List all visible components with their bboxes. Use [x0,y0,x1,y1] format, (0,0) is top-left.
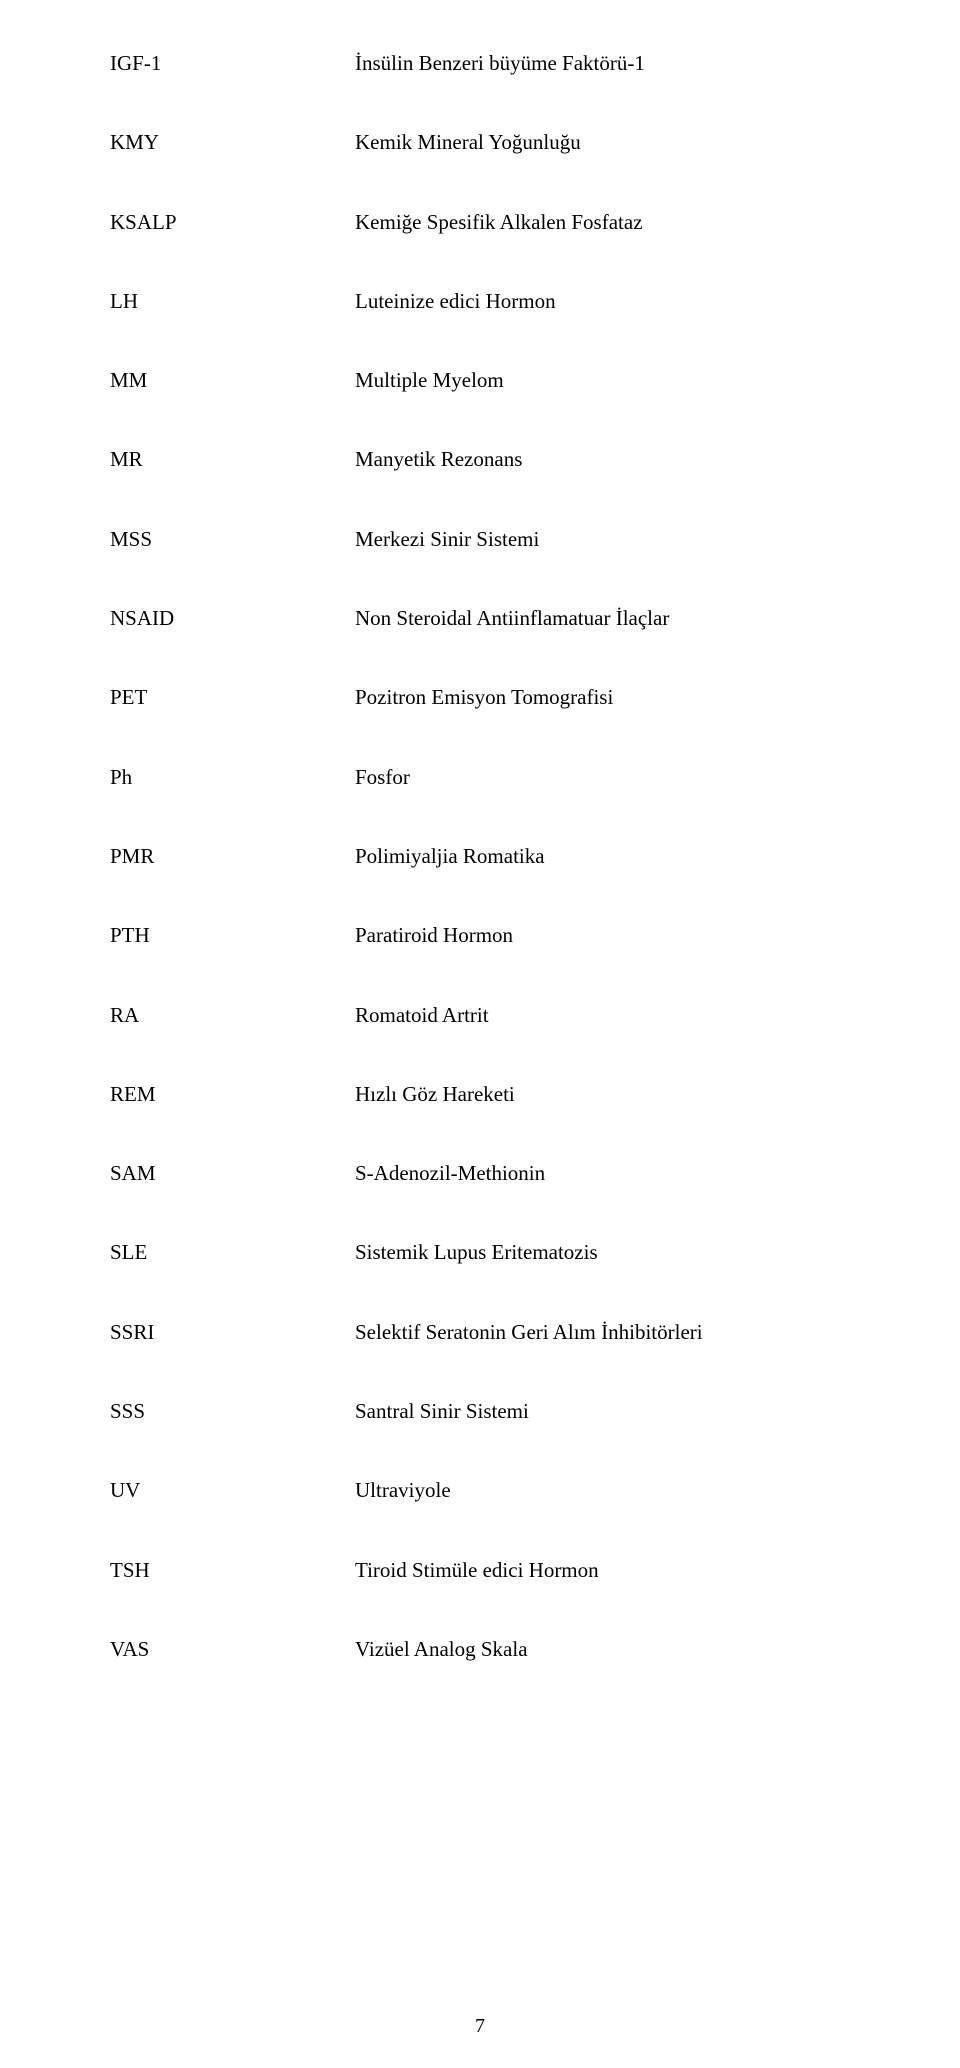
abbr-term: LH [110,288,355,315]
abbr-definition: Selektif Seratonin Geri Alım İnhibitörle… [355,1319,850,1346]
abbr-row: VAS Vizüel Analog Skala [110,1636,850,1663]
document-page: IGF-1 İnsülin Benzeri büyüme Faktörü-1 K… [0,0,960,2068]
abbr-definition: Kemiğe Spesifik Alkalen Fosfataz [355,209,850,236]
abbr-term: PMR [110,843,355,870]
abbr-term: SSS [110,1398,355,1425]
abbr-row: SSRI Selektif Seratonin Geri Alım İnhibi… [110,1319,850,1346]
abbr-row: NSAID Non Steroidal Antiinflamatuar İlaç… [110,605,850,632]
abbr-term: PTH [110,922,355,949]
abbr-definition: Santral Sinir Sistemi [355,1398,850,1425]
abbr-definition: Ultraviyole [355,1477,850,1504]
abbr-row: RA Romatoid Artrit [110,1002,850,1029]
abbr-row: TSH Tiroid Stimüle edici Hormon [110,1557,850,1584]
abbr-definition: S-Adenozil-Methionin [355,1160,850,1187]
abbr-term: RA [110,1002,355,1029]
abbr-row: PMR Polimiyaljia Romatika [110,843,850,870]
abbr-term: UV [110,1477,355,1504]
abbr-definition: Fosfor [355,764,850,791]
page-number: 7 [0,2015,960,2038]
abbr-row: UV Ultraviyole [110,1477,850,1504]
abbr-definition: Romatoid Artrit [355,1002,850,1029]
abbr-term: SLE [110,1239,355,1266]
abbr-definition: Non Steroidal Antiinflamatuar İlaçlar [355,605,850,632]
abbr-row: REM Hızlı Göz Hareketi [110,1081,850,1108]
abbr-term: PET [110,684,355,711]
abbr-row: KMY Kemik Mineral Yoğunluğu [110,129,850,156]
abbr-definition: Manyetik Rezonans [355,446,850,473]
abbr-definition: Pozitron Emisyon Tomografisi [355,684,850,711]
abbr-definition: Tiroid Stimüle edici Hormon [355,1557,850,1584]
abbr-term: KMY [110,129,355,156]
abbr-term: REM [110,1081,355,1108]
abbr-row: PTH Paratiroid Hormon [110,922,850,949]
abbr-row: MM Multiple Myelom [110,367,850,394]
abbr-term: KSALP [110,209,355,236]
abbr-row: SSS Santral Sinir Sistemi [110,1398,850,1425]
abbr-term: IGF-1 [110,50,355,77]
abbr-term: SAM [110,1160,355,1187]
abbr-definition: Sistemik Lupus Eritematozis [355,1239,850,1266]
abbr-row: KSALP Kemiğe Spesifik Alkalen Fosfataz [110,209,850,236]
abbr-definition: Kemik Mineral Yoğunluğu [355,129,850,156]
abbr-definition: Multiple Myelom [355,367,850,394]
abbr-term: MM [110,367,355,394]
abbr-term: NSAID [110,605,355,632]
abbr-row: MR Manyetik Rezonans [110,446,850,473]
abbr-definition: Vizüel Analog Skala [355,1636,850,1663]
abbr-definition: Luteinize edici Hormon [355,288,850,315]
abbr-row: LH Luteinize edici Hormon [110,288,850,315]
abbr-term: Ph [110,764,355,791]
abbr-row: IGF-1 İnsülin Benzeri büyüme Faktörü-1 [110,50,850,77]
abbr-definition: Paratiroid Hormon [355,922,850,949]
abbr-definition: Merkezi Sinir Sistemi [355,526,850,553]
abbr-row: MSS Merkezi Sinir Sistemi [110,526,850,553]
abbr-row: PET Pozitron Emisyon Tomografisi [110,684,850,711]
abbr-term: TSH [110,1557,355,1584]
abbr-row: Ph Fosfor [110,764,850,791]
abbr-term: VAS [110,1636,355,1663]
abbr-definition: Hızlı Göz Hareketi [355,1081,850,1108]
abbr-term: SSRI [110,1319,355,1346]
abbr-term: MSS [110,526,355,553]
abbr-row: SLE Sistemik Lupus Eritematozis [110,1239,850,1266]
abbr-term: MR [110,446,355,473]
abbr-definition: İnsülin Benzeri büyüme Faktörü-1 [355,50,850,77]
abbr-row: SAM S-Adenozil-Methionin [110,1160,850,1187]
abbr-definition: Polimiyaljia Romatika [355,843,850,870]
